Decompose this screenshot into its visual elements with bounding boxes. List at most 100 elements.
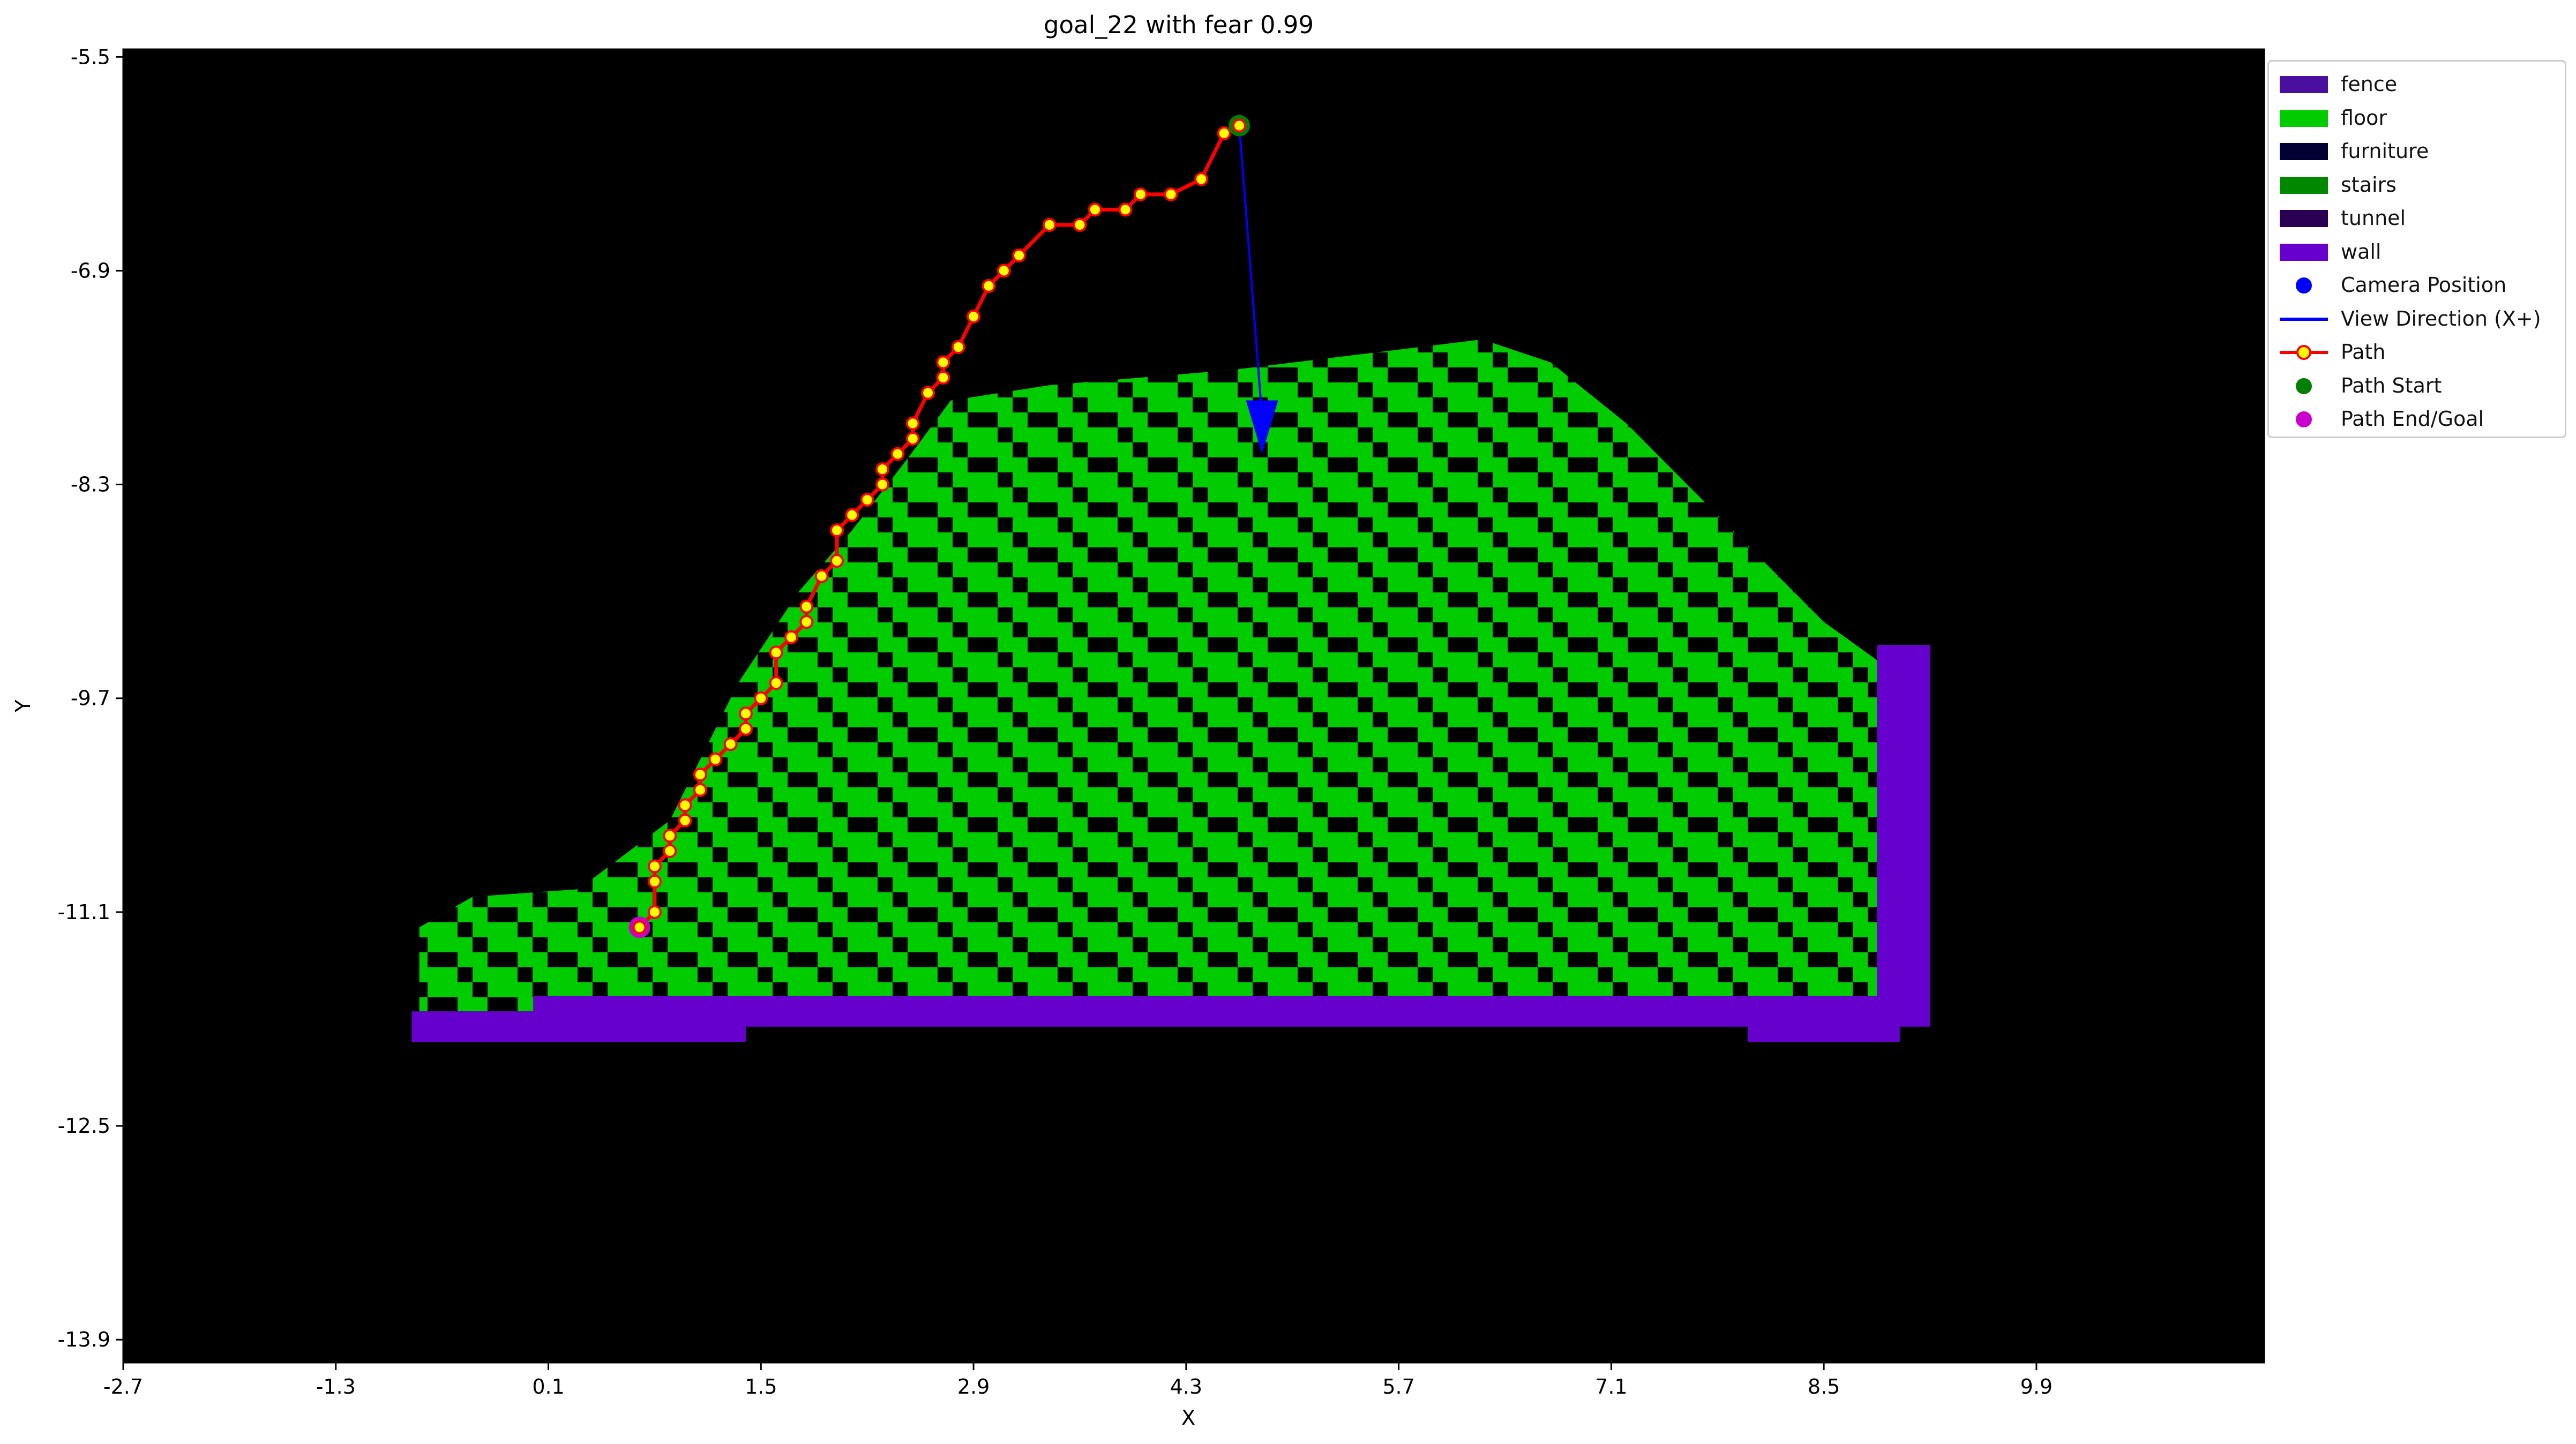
legend-key bbox=[2280, 176, 2328, 194]
legend-label: furniture bbox=[2341, 139, 2429, 163]
path-point bbox=[693, 783, 707, 797]
path-point bbox=[784, 630, 798, 644]
x-tick-label: 0.1 bbox=[532, 1375, 564, 1398]
y-tick-label: -11.1 bbox=[58, 900, 110, 924]
path-point bbox=[905, 432, 920, 446]
path-point bbox=[997, 264, 1011, 278]
legend-key bbox=[2280, 345, 2328, 360]
path-point bbox=[967, 309, 981, 324]
path-point bbox=[647, 905, 662, 919]
wall-region-strip bbox=[533, 996, 1930, 1027]
x-tick-label: -1.3 bbox=[316, 1375, 356, 1398]
path-point bbox=[1217, 126, 1231, 140]
legend-swatch bbox=[2296, 411, 2312, 427]
path-point bbox=[905, 416, 920, 431]
y-tick-label: -13.9 bbox=[58, 1328, 110, 1351]
path-point bbox=[936, 371, 950, 385]
path-point bbox=[799, 599, 814, 614]
x-tick-label: 2.9 bbox=[957, 1375, 990, 1398]
legend-swatch bbox=[2280, 143, 2328, 160]
legend-label: fence bbox=[2341, 72, 2398, 96]
legend-key bbox=[2280, 76, 2328, 93]
y-tick-label: -12.5 bbox=[58, 1114, 110, 1138]
view-direction-line bbox=[1238, 125, 1263, 417]
legend-swatch bbox=[2280, 109, 2328, 127]
legend-label: Path End/Goal bbox=[2341, 407, 2484, 431]
path-point bbox=[738, 706, 753, 721]
path-point bbox=[951, 340, 965, 354]
path-point bbox=[845, 508, 859, 522]
path-point bbox=[708, 752, 723, 766]
legend-key bbox=[2280, 317, 2328, 321]
y-axis: -5.5 -6.9 -8.3 -9.7 -11.1 -12.5 -13.9 bbox=[58, 45, 123, 1351]
path-point bbox=[1073, 217, 1087, 232]
legend-label: Path bbox=[2341, 340, 2386, 364]
legend-swatch bbox=[2296, 277, 2312, 294]
legend-key bbox=[2280, 143, 2328, 160]
x-tick-label: 4.3 bbox=[1170, 1375, 1202, 1398]
legend-swatch bbox=[2280, 176, 2328, 194]
legend-label: wall bbox=[2341, 239, 2382, 264]
path-point bbox=[1042, 217, 1057, 232]
path-point bbox=[1118, 202, 1133, 217]
legend-label: floor bbox=[2341, 106, 2387, 130]
wall-region-right bbox=[1877, 644, 1930, 1012]
path-point bbox=[921, 386, 935, 400]
path-point bbox=[1164, 187, 1178, 201]
x-tick-label: 9.9 bbox=[2020, 1375, 2053, 1398]
legend-item: furniture bbox=[2269, 135, 2565, 168]
y-tick-label: -9.7 bbox=[71, 687, 110, 710]
legend-key bbox=[2296, 411, 2312, 427]
path-point bbox=[1133, 187, 1148, 201]
path-point bbox=[754, 691, 768, 705]
legend-item: stairs bbox=[2269, 169, 2565, 202]
legend-label: Camera Position bbox=[2341, 273, 2507, 297]
path-point bbox=[647, 859, 662, 874]
y-tick-label: -6.9 bbox=[71, 259, 110, 282]
path-overlay bbox=[628, 115, 1278, 938]
legend-label: tunnel bbox=[2341, 206, 2406, 230]
path-point bbox=[890, 447, 905, 461]
legend: fence floor furniture stairs tunnel wall Camer… bbox=[2267, 60, 2566, 438]
path-point bbox=[647, 874, 662, 889]
path-point bbox=[860, 493, 874, 507]
y-tick-label: -5.5 bbox=[71, 45, 110, 69]
legend-swatch bbox=[2280, 243, 2328, 261]
floor-unknown-cells bbox=[419, 339, 1877, 1012]
path-point bbox=[769, 645, 783, 660]
path-point bbox=[982, 279, 996, 293]
legend-key bbox=[2296, 277, 2312, 294]
semantic-map bbox=[411, 339, 1930, 1042]
legend-item: Camera Position bbox=[2269, 269, 2565, 302]
x-tick-label: 7.1 bbox=[1595, 1375, 1627, 1398]
x-axis-label: X bbox=[1181, 1406, 1195, 1430]
legend-item: View Direction (X+) bbox=[2269, 303, 2565, 336]
path-end-point bbox=[632, 920, 647, 935]
path-point bbox=[814, 569, 829, 583]
wall-region-bottom-left bbox=[411, 1011, 746, 1042]
path-point bbox=[1012, 248, 1027, 262]
x-tick-label: 5.7 bbox=[1382, 1375, 1414, 1398]
path-point bbox=[1088, 202, 1102, 217]
legend-label: Path Start bbox=[2341, 373, 2442, 397]
legend-key bbox=[2296, 378, 2312, 394]
path-point bbox=[830, 523, 844, 538]
legend-swatch bbox=[2280, 210, 2328, 227]
legend-swatch-marker bbox=[2296, 345, 2311, 360]
legend-key bbox=[2280, 243, 2328, 261]
path-point bbox=[738, 721, 753, 736]
path-point bbox=[769, 676, 783, 690]
path-point bbox=[663, 829, 677, 843]
x-tick-label: -2.7 bbox=[103, 1375, 143, 1398]
path-point bbox=[799, 615, 814, 629]
legend-label: stairs bbox=[2341, 172, 2397, 197]
legend-item: Path Start bbox=[2269, 370, 2565, 403]
path-point bbox=[678, 798, 692, 813]
plot-frame bbox=[122, 48, 2265, 1364]
plot-area bbox=[122, 48, 2265, 1364]
x-tick-label: 8.5 bbox=[1808, 1375, 1840, 1398]
legend-item: tunnel bbox=[2269, 202, 2565, 235]
legend-swatch bbox=[2296, 378, 2312, 394]
path-point bbox=[875, 462, 890, 477]
